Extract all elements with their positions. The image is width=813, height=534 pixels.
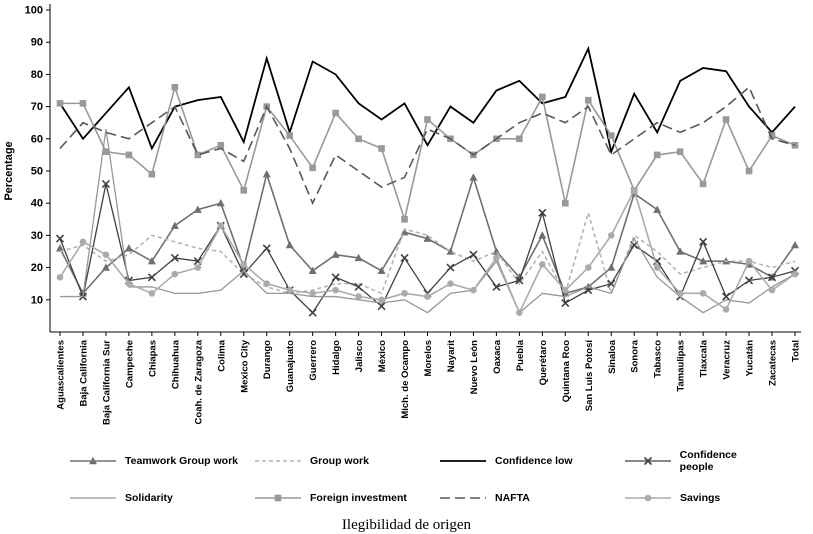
legend-swatch-square-icon [255, 494, 301, 502]
series-solidarity [60, 129, 796, 314]
svg-text:Nuevo León: Nuevo León [469, 340, 480, 395]
series-foreign-investment [56, 83, 799, 223]
svg-text:30: 30 [31, 230, 43, 242]
legend-item: Foreign investment [253, 491, 438, 505]
svg-text:Mich. de Ocampo: Mich. de Ocampo [400, 340, 411, 419]
legend-label: NAFTA [495, 492, 530, 504]
svg-text:Nayarit: Nayarit [446, 339, 457, 372]
svg-text:Tlaxcala: Tlaxcala [699, 339, 710, 377]
svg-text:Sonora: Sonora [630, 339, 641, 372]
svg-text:Jalisco: Jalisco [354, 340, 365, 372]
legend-swatch-line-icon [440, 497, 486, 499]
legend-swatch-line-icon [70, 497, 116, 499]
svg-text:Hidalgo: Hidalgo [331, 340, 342, 375]
svg-text:Guerrero: Guerrero [308, 340, 319, 381]
legend-swatch-triangle-icon [70, 456, 116, 465]
svg-text:Oaxaca: Oaxaca [492, 339, 503, 374]
svg-text:Morelos: Morelos [423, 340, 434, 376]
series-confidence-low [59, 45, 796, 155]
legend-swatch-x-icon [625, 456, 671, 466]
svg-text:Puebla: Puebla [515, 339, 526, 371]
svg-text:50: 50 [31, 166, 43, 178]
svg-text:Chiapas: Chiapas [147, 340, 158, 377]
legend: Teamwork Group work Group work Confidence … [68, 449, 813, 505]
legend-item: Confidence low [438, 449, 623, 473]
svg-text:70: 70 [31, 101, 43, 113]
svg-text:Yucatán: Yucatán [745, 340, 756, 377]
svg-text:Aguascalientes: Aguascalientes [56, 340, 67, 410]
svg-text:Guanajuato: Guanajuato [285, 340, 296, 392]
svg-text:Querétaro: Querétaro [538, 340, 549, 386]
svg-text:Baja California: Baja California [78, 339, 89, 406]
svg-text:México: México [377, 340, 388, 372]
legend-item: NAFTA [438, 491, 623, 505]
legend-swatch-line-icon [440, 460, 486, 462]
legend-label: Confidence people [679, 449, 737, 473]
legend-item: Solidarity [68, 491, 253, 505]
svg-text:Percentage: Percentage [3, 141, 15, 200]
svg-text:Tabasco: Tabasco [653, 340, 664, 378]
svg-text:Total: Total [791, 340, 802, 362]
legend-label: Solidarity [125, 492, 173, 504]
series-savings [56, 187, 799, 316]
svg-text:Durango: Durango [262, 340, 273, 379]
svg-text:Quintana Roo: Quintana Roo [561, 340, 572, 402]
svg-text:Sinaloa: Sinaloa [607, 339, 618, 374]
legend-item: Confidence people [623, 449, 773, 473]
svg-text:Tamaulipas: Tamaulipas [676, 340, 687, 392]
svg-text:60: 60 [31, 133, 43, 145]
legend-label: Group work [310, 455, 369, 467]
svg-text:80: 80 [31, 69, 43, 81]
x-axis-title: Ilegibilidad de origen [341, 517, 472, 533]
line-chart: 10 20 30 40 50 60 70 80 90 100 Aguascalientes Baja … [3, 4, 802, 425]
svg-text:Coah. de Zaragoza: Coah. de Zaragoza [193, 339, 204, 424]
legend-label: Foreign investment [310, 492, 407, 504]
legend-label: Confidence low [495, 455, 573, 467]
legend-swatch-line-icon [255, 460, 301, 462]
svg-text:90: 90 [31, 37, 43, 49]
series-teamwork-group-work [56, 170, 799, 297]
svg-text:20: 20 [31, 262, 43, 274]
legend-item: Teamwork Group work [68, 449, 253, 473]
series-nafta [59, 85, 796, 206]
svg-text:Baja California Sur: Baja California Sur [101, 340, 112, 425]
legend-label: Teamwork Group work [125, 455, 238, 467]
svg-text:Zacatecas: Zacatecas [768, 340, 779, 386]
legend-item: Savings [623, 491, 773, 505]
svg-text:Veracruz: Veracruz [722, 340, 733, 380]
svg-text:Chihuahua: Chihuahua [170, 339, 181, 389]
legend-swatch-circle-icon [625, 494, 671, 502]
svg-text:Colima: Colima [216, 339, 227, 371]
svg-text:Campeche: Campeche [124, 340, 135, 388]
svg-text:San Luis Potosí: San Luis Potosí [584, 340, 595, 412]
legend-item: Group work [253, 449, 438, 473]
svg-text:Mexico City: Mexico City [239, 339, 250, 393]
svg-text:100: 100 [25, 5, 43, 17]
svg-text:40: 40 [31, 198, 43, 210]
svg-text:10: 10 [31, 294, 43, 306]
legend-label: Savings [680, 492, 721, 504]
